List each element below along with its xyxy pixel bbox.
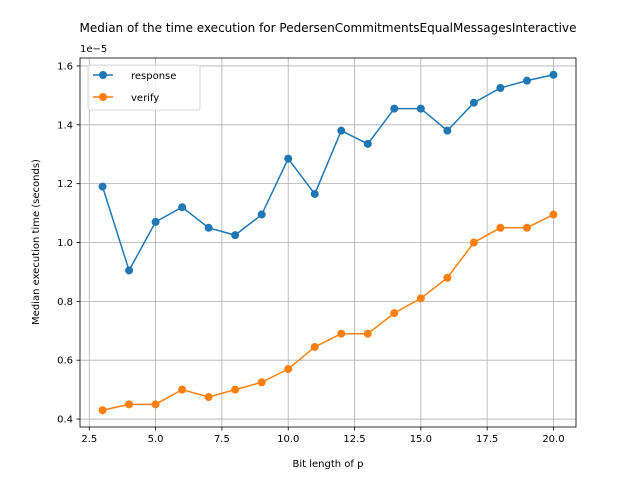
data-point-verify bbox=[337, 329, 346, 338]
data-point-response bbox=[337, 126, 346, 135]
y-tick-label: 1.6 bbox=[57, 61, 73, 72]
grid bbox=[80, 58, 576, 427]
data-point-verify bbox=[310, 342, 319, 351]
x-tick-label: 15.0 bbox=[410, 434, 432, 445]
x-tick-label: 17.5 bbox=[476, 434, 498, 445]
x-tick-label: 7.5 bbox=[214, 434, 230, 445]
series-line-verify bbox=[102, 213, 554, 411]
data-point-verify bbox=[204, 392, 213, 401]
y-scale-offset-label: 1e−5 bbox=[80, 44, 107, 55]
x-tick-label: 5.0 bbox=[148, 434, 164, 445]
data-point-response bbox=[443, 126, 452, 135]
data-point-response bbox=[204, 223, 213, 232]
data-point-response bbox=[98, 182, 107, 191]
data-point-response bbox=[496, 84, 505, 93]
y-tick-label: 1.4 bbox=[57, 120, 73, 131]
y-axis-ticks: 0.4 0.6 0.8 1.0 1.2 1.4 1.6 bbox=[57, 61, 80, 426]
data-point-verify bbox=[284, 365, 293, 374]
data-point-response bbox=[257, 210, 266, 219]
data-point-verify bbox=[363, 329, 372, 338]
data-point-verify bbox=[416, 294, 425, 303]
data-point-verify bbox=[231, 385, 240, 394]
data-point-verify bbox=[125, 400, 134, 409]
chart-title: Median of the time execution for Pederse… bbox=[80, 21, 577, 35]
y-tick-label: 0.6 bbox=[57, 356, 73, 367]
legend: response verify bbox=[87, 64, 201, 111]
data-point-response bbox=[178, 203, 187, 212]
y-axis-label: Median execution time (seconds) bbox=[31, 159, 42, 325]
data-point-verify bbox=[98, 406, 107, 415]
x-tick-label: 12.5 bbox=[343, 434, 365, 445]
y-tick-label: 1.2 bbox=[57, 179, 73, 190]
plot-series bbox=[98, 70, 558, 415]
data-point-verify bbox=[522, 223, 531, 232]
data-point-verify bbox=[151, 400, 160, 409]
data-point-verify bbox=[469, 238, 478, 247]
data-point-response bbox=[469, 98, 478, 107]
data-point-response bbox=[416, 104, 425, 113]
x-tick-label: 20.0 bbox=[542, 434, 564, 445]
data-point-response bbox=[522, 76, 531, 85]
legend-swatch-marker bbox=[99, 71, 107, 79]
y-tick-label: 0.8 bbox=[57, 297, 73, 308]
x-tick-label: 10.0 bbox=[277, 434, 299, 445]
x-axis-ticks: 2.5 5.0 7.5 10.0 12.5 15.0 17.5 20.0 bbox=[81, 427, 565, 445]
data-point-response bbox=[284, 154, 293, 163]
legend-label: response bbox=[131, 71, 176, 82]
data-point-verify bbox=[257, 378, 266, 387]
legend-swatch-marker bbox=[99, 93, 107, 101]
data-point-verify bbox=[549, 210, 558, 219]
data-point-response bbox=[390, 104, 399, 113]
x-tick-label: 2.5 bbox=[81, 434, 97, 445]
series-line-response bbox=[101, 74, 554, 273]
y-tick-label: 0.4 bbox=[57, 415, 73, 426]
data-point-response bbox=[310, 189, 319, 198]
data-point-verify bbox=[178, 385, 187, 394]
data-point-verify bbox=[443, 273, 452, 282]
y-tick-label: 1.0 bbox=[57, 238, 73, 249]
data-point-response bbox=[151, 217, 160, 226]
legend-label: verify bbox=[131, 93, 159, 104]
data-point-response bbox=[231, 231, 240, 240]
data-point-verify bbox=[496, 223, 505, 232]
data-point-response bbox=[363, 139, 372, 148]
legend-box bbox=[87, 64, 201, 111]
data-point-verify bbox=[390, 309, 399, 318]
x-axis-label: Bit length of p bbox=[293, 459, 364, 470]
data-point-response bbox=[549, 70, 558, 79]
data-point-response bbox=[125, 266, 134, 275]
